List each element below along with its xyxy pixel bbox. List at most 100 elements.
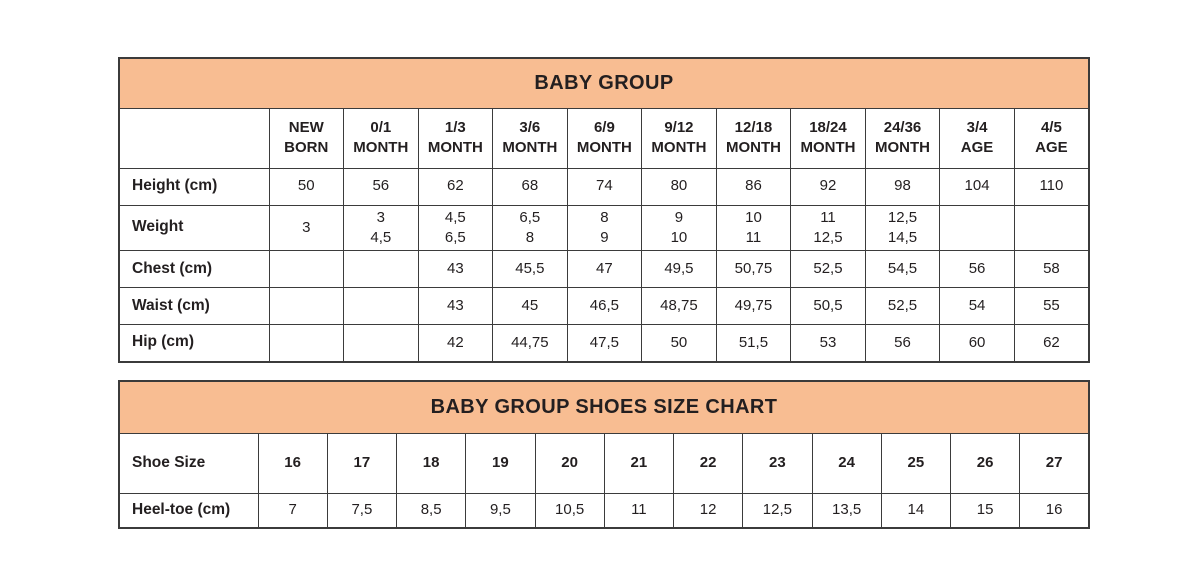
cell-value: 104 — [939, 167, 1015, 206]
cell-value: 50 — [268, 167, 345, 206]
cell-value: 52,5 — [790, 250, 866, 288]
cell-value: 48,75 — [641, 287, 717, 325]
cell-value: 55 — [1013, 287, 1090, 325]
table-row: Shoe Size 16 17 18 19 20 21 22 23 24 25 26 27 — [118, 432, 1090, 494]
row-label: Height (cm) — [118, 167, 270, 206]
table-row: Chest (cm) 43 45,5 47 49,5 50,75 52,5 54,5 56 58 — [118, 250, 1090, 288]
cell-value: 11 — [603, 492, 675, 529]
cell-value: 42 — [417, 324, 494, 362]
cell-value: 19 — [465, 432, 536, 494]
cell-value: 10,5 — [534, 492, 605, 529]
cell-value: 47 — [566, 250, 643, 288]
table-title-row: BABY GROUP — [118, 57, 1090, 109]
cell-value: 52,5 — [864, 287, 941, 325]
column-header: 12/18 MONTH — [715, 107, 792, 169]
column-header: 3/6 MONTH — [492, 107, 568, 169]
cell-value — [268, 250, 345, 288]
cell-value: 11 12,5 — [790, 204, 866, 251]
column-header: 4/5 AGE — [1013, 107, 1090, 169]
cell-value: 18 — [395, 432, 467, 494]
cell-value: 68 — [492, 167, 568, 206]
cell-value: 16 — [1019, 492, 1090, 529]
table-title: BABY GROUP — [118, 57, 1090, 109]
cell-value: 22 — [672, 432, 744, 494]
cell-value: 25 — [880, 432, 952, 494]
cell-value — [343, 250, 419, 288]
column-header: 1/3 MONTH — [417, 107, 494, 169]
cell-value: 51,5 — [715, 324, 792, 362]
cell-value: 60 — [939, 324, 1015, 362]
table-row: Hip (cm) 42 44,75 47,5 50 51,5 53 56 60 62 — [118, 324, 1090, 362]
cell-value: 7 — [257, 492, 328, 529]
cell-value: 9 10 — [641, 204, 717, 251]
cell-value: 54 — [939, 287, 1015, 325]
cell-value: 50 — [641, 324, 717, 362]
row-label: Hip (cm) — [118, 324, 270, 362]
row-label: Chest (cm) — [118, 250, 270, 288]
cell-value: 49,5 — [641, 250, 717, 288]
cell-value — [939, 204, 1015, 251]
cell-value: 15 — [949, 492, 1021, 529]
cell-value: 24 — [811, 432, 882, 494]
column-header: 3/4 AGE — [939, 107, 1015, 169]
table-row: Heel-toe (cm) 7 7,5 8,5 9,5 10,5 11 12 12,5 13,5 1… — [118, 492, 1090, 529]
row-label: Shoe Size — [118, 432, 259, 494]
cell-value — [343, 324, 419, 362]
column-header: 6/9 MONTH — [566, 107, 643, 169]
cell-value: 26 — [949, 432, 1021, 494]
cell-value: 8 9 — [566, 204, 643, 251]
table-title: BABY GROUP SHOES SIZE CHART — [118, 380, 1090, 434]
cell-value: 54,5 — [864, 250, 941, 288]
table-body: NEW BORN 0/1 MONTH 1/3 MONTH 3/6 MONTH 6/9 M… — [118, 107, 1090, 362]
cell-value: 56 — [343, 167, 419, 206]
row-label: Waist (cm) — [118, 287, 270, 325]
cell-value — [343, 287, 419, 325]
cell-value: 50,75 — [715, 250, 792, 288]
cell-value: 44,75 — [492, 324, 568, 362]
row-label: Heel-toe (cm) — [118, 492, 259, 529]
cell-value: 3 — [268, 204, 345, 251]
cell-value: 56 — [864, 324, 941, 362]
cell-value: 49,75 — [715, 287, 792, 325]
cell-value: 20 — [534, 432, 605, 494]
column-header: NEW BORN — [268, 107, 345, 169]
cell-value: 62 — [1013, 324, 1090, 362]
cell-value: 7,5 — [326, 492, 398, 529]
cell-value: 4,5 6,5 — [417, 204, 494, 251]
cell-value: 86 — [715, 167, 792, 206]
cell-value: 50,5 — [790, 287, 866, 325]
cell-value: 12,5 — [742, 492, 813, 529]
cell-value: 62 — [417, 167, 494, 206]
cell-value: 12 — [672, 492, 744, 529]
cell-value: 9,5 — [465, 492, 536, 529]
cell-value: 46,5 — [566, 287, 643, 325]
cell-value: 14 — [880, 492, 952, 529]
cell-value: 92 — [790, 167, 866, 206]
cell-value — [268, 324, 345, 362]
cell-value: 21 — [603, 432, 675, 494]
cell-value: 3 4,5 — [343, 204, 419, 251]
cell-value: 74 — [566, 167, 643, 206]
column-header: 24/36 MONTH — [864, 107, 941, 169]
table-row: Waist (cm) 43 45 46,5 48,75 49,75 50,5 52,5 54 55 — [118, 287, 1090, 325]
cell-value: 27 — [1019, 432, 1090, 494]
cell-value: 45,5 — [492, 250, 568, 288]
cell-value: 12,5 14,5 — [864, 204, 941, 251]
table-row: Height (cm) 50 56 62 68 74 80 86 92 98 104 110 — [118, 167, 1090, 206]
cell-value: 13,5 — [811, 492, 882, 529]
cell-value: 80 — [641, 167, 717, 206]
baby-group-shoes-size-table: BABY GROUP SHOES SIZE CHART Shoe Size 16 1… — [118, 380, 1090, 529]
cell-value: 110 — [1013, 167, 1090, 206]
cell-value: 43 — [417, 287, 494, 325]
cell-value: 6,5 8 — [492, 204, 568, 251]
corner-cell — [118, 107, 270, 169]
baby-group-size-table: BABY GROUP NEW BORN 0/1 MONTH 1/3 MONTH 3/6… — [118, 57, 1090, 363]
table-body: Shoe Size 16 17 18 19 20 21 22 23 24 25 26 27 Heel-to… — [118, 432, 1090, 529]
cell-value: 56 — [939, 250, 1015, 288]
table-title-row: BABY GROUP SHOES SIZE CHART — [118, 380, 1090, 434]
row-label: Weight — [118, 204, 270, 251]
cell-value — [268, 287, 345, 325]
cell-value — [1013, 204, 1090, 251]
